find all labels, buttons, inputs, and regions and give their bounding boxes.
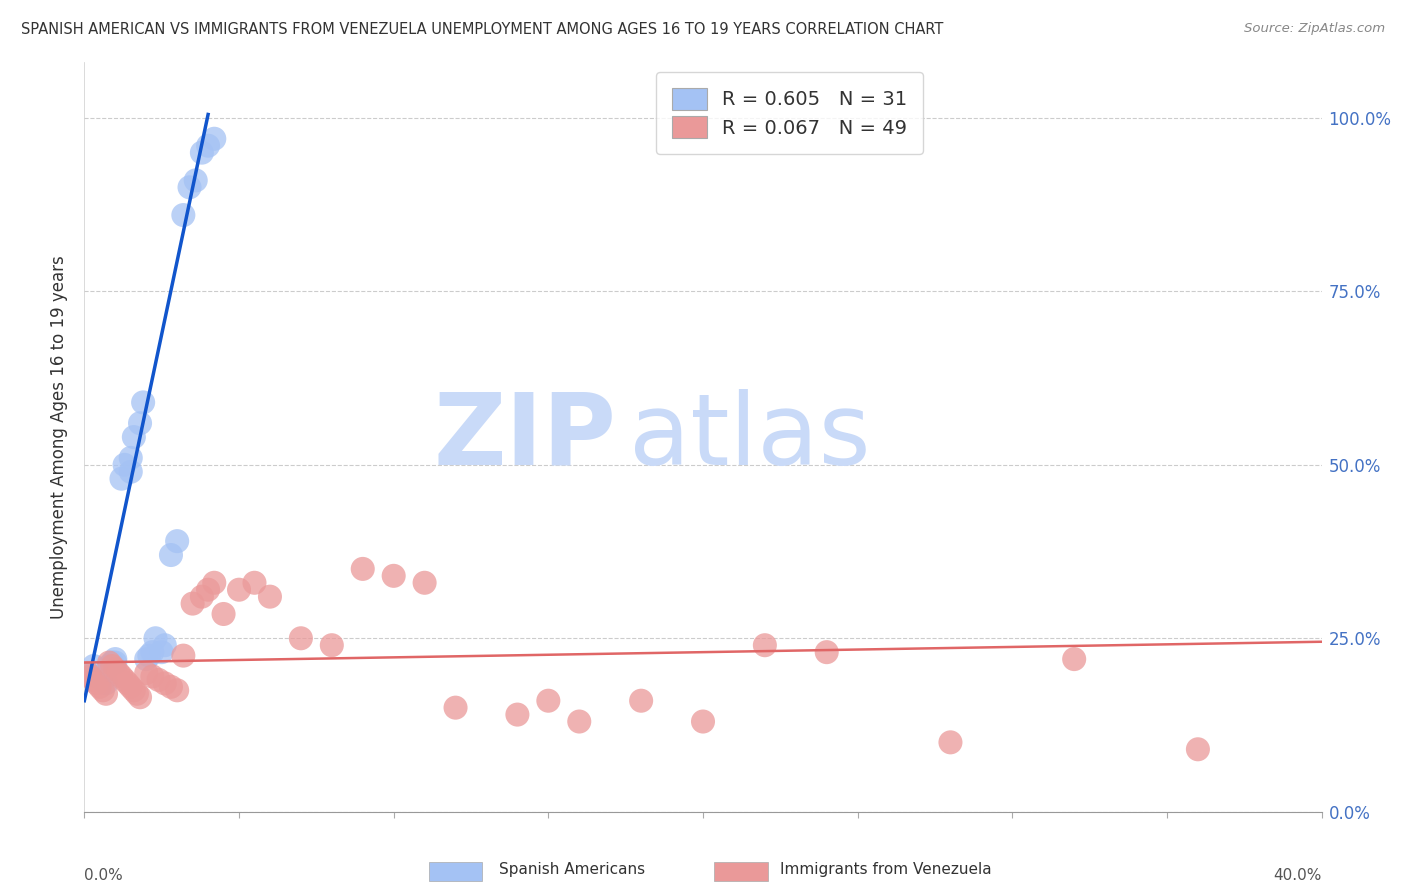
Point [197, 138, 219, 153]
Point [114, 673, 136, 687]
Point [160, 548, 183, 562]
Point [939, 735, 962, 749]
Point [243, 575, 266, 590]
Point [815, 645, 838, 659]
Point [94, 676, 117, 690]
Point [413, 575, 436, 590]
Point [104, 663, 127, 677]
Point [321, 638, 343, 652]
Point [166, 683, 188, 698]
Point [160, 680, 183, 694]
Point [89, 680, 111, 694]
Point [506, 707, 529, 722]
Text: 0.0%: 0.0% [84, 868, 124, 883]
Point [191, 590, 214, 604]
Point [122, 683, 145, 698]
Point [83, 673, 105, 687]
Point [120, 465, 142, 479]
Point [202, 575, 225, 590]
Point [352, 562, 374, 576]
Point [382, 569, 405, 583]
Point [120, 450, 142, 465]
Point [98, 656, 121, 670]
Point [135, 665, 157, 680]
Point [89, 669, 111, 683]
Point [120, 680, 142, 694]
Text: Spanish Americans: Spanish Americans [499, 863, 645, 877]
Point [537, 694, 560, 708]
Point [153, 676, 176, 690]
Point [79, 669, 101, 683]
Point [1187, 742, 1209, 756]
Point [107, 665, 129, 680]
Point [568, 714, 591, 729]
Point [153, 638, 176, 652]
Point [184, 173, 207, 187]
Point [172, 648, 194, 663]
Point [104, 656, 127, 670]
Point [179, 180, 201, 194]
Point [83, 659, 105, 673]
Point [191, 145, 214, 160]
Point [444, 700, 467, 714]
Text: atlas: atlas [628, 389, 870, 485]
Point [91, 683, 114, 698]
Point [630, 694, 652, 708]
Point [150, 645, 173, 659]
Point [94, 687, 117, 701]
Point [202, 132, 225, 146]
Point [141, 645, 163, 659]
Point [1063, 652, 1085, 666]
Point [129, 416, 152, 430]
Point [692, 714, 714, 729]
Point [117, 676, 139, 690]
Point [228, 582, 250, 597]
Point [98, 659, 121, 673]
Legend: R = 0.605   N = 31, R = 0.067   N = 49: R = 0.605 N = 31, R = 0.067 N = 49 [657, 72, 922, 154]
Point [101, 656, 124, 670]
Text: SPANISH AMERICAN VS IMMIGRANTS FROM VENEZUELA UNEMPLOYMENT AMONG AGES 16 TO 19 Y: SPANISH AMERICAN VS IMMIGRANTS FROM VENE… [21, 22, 943, 37]
Point [86, 669, 108, 683]
Y-axis label: Unemployment Among Ages 16 to 19 years: Unemployment Among Ages 16 to 19 years [51, 255, 69, 619]
Point [290, 632, 312, 646]
Point [104, 652, 127, 666]
Point [76, 665, 98, 680]
Text: Immigrants from Venezuela: Immigrants from Venezuela [780, 863, 993, 877]
Point [148, 673, 170, 687]
Point [114, 458, 136, 472]
Point [125, 687, 148, 701]
Text: ZIP: ZIP [433, 389, 616, 485]
Point [166, 534, 188, 549]
Point [135, 652, 157, 666]
Point [91, 673, 114, 687]
Point [129, 690, 152, 705]
Point [141, 669, 163, 683]
Point [86, 676, 108, 690]
Point [138, 648, 160, 663]
Point [181, 597, 204, 611]
Point [110, 669, 132, 683]
Point [76, 665, 98, 680]
Point [122, 430, 145, 444]
Point [259, 590, 281, 604]
Text: Source: ZipAtlas.com: Source: ZipAtlas.com [1244, 22, 1385, 36]
Point [132, 395, 155, 409]
Text: 40.0%: 40.0% [1274, 868, 1322, 883]
Point [212, 607, 235, 621]
Point [172, 208, 194, 222]
Point [145, 632, 167, 646]
Point [754, 638, 776, 652]
Point [101, 659, 124, 673]
Point [110, 472, 132, 486]
Point [197, 582, 219, 597]
